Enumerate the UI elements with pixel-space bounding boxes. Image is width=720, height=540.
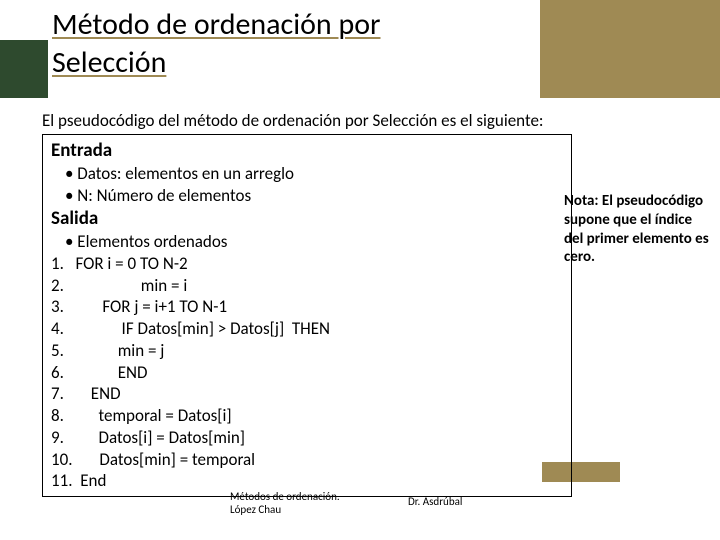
header-green-band xyxy=(0,40,48,98)
step-6: 6. END xyxy=(51,362,563,384)
side-note: Nota: El pseudocódigo supone que el índi… xyxy=(564,192,714,267)
salida-elem: • Elementos ordenados xyxy=(51,231,563,253)
step-10: 10. Datos[min] = temporal xyxy=(51,449,563,471)
footer-left: Métodos de ordenación. López Chau xyxy=(230,490,340,516)
salida-heading: Salida xyxy=(51,207,563,231)
step-2: 2. min = i xyxy=(51,275,563,297)
entrada-datos: • Datos: elementos en un arreglo xyxy=(51,163,563,185)
pseudocode-box: Entrada • Datos: elementos en un arreglo… xyxy=(42,134,572,497)
footer-right: Dr. Asdrúbal xyxy=(408,495,462,508)
entrada-heading: Entrada xyxy=(51,139,563,163)
step-5: 5. min = j xyxy=(51,340,563,362)
slide-title: Método de ordenación por Selección xyxy=(52,6,381,81)
step-9: 9. Datos[i] = Datos[min] xyxy=(51,427,563,449)
step-11: 11. End xyxy=(51,470,563,492)
step-8: 8. temporal = Datos[i] xyxy=(51,405,563,427)
intro-text: El pseudocódigo del método de ordenación… xyxy=(42,110,543,131)
header-olive-accent xyxy=(540,0,720,98)
step-4: 4. IF Datos[min] > Datos[j] THEN xyxy=(51,318,563,340)
step-3: 3. FOR j = i+1 TO N-1 xyxy=(51,296,563,318)
entrada-n: • N: Número de elementos xyxy=(51,185,563,207)
step-7: 7. END xyxy=(51,383,563,405)
step-1: 1. FOR i = 0 TO N-2 xyxy=(51,253,563,275)
